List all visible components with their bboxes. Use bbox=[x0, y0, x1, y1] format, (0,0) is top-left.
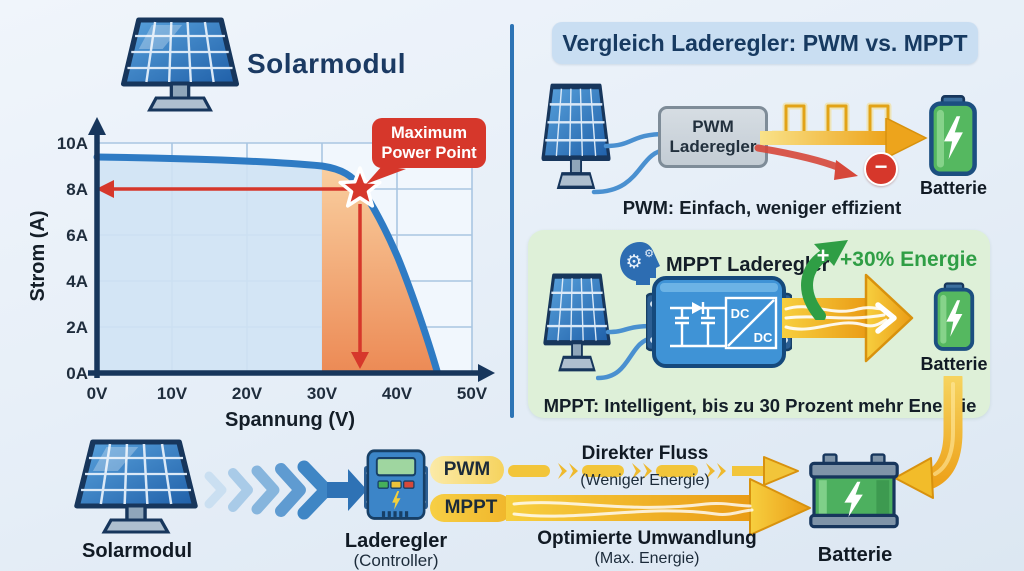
direct-flow-title: Direkter Fluss bbox=[581, 443, 709, 464]
y-tick-labels: 10A 8A 6A 4A 2A 0A bbox=[57, 134, 88, 383]
svg-text:30V: 30V bbox=[307, 384, 338, 403]
direct-flow-sub: (Weniger Energie) bbox=[580, 472, 710, 489]
pwm-tag-pill: PWM bbox=[430, 456, 504, 484]
svg-text:50V: 50V bbox=[457, 384, 488, 403]
svg-text:6A: 6A bbox=[66, 226, 88, 245]
mppt-tag-pill: MPPT bbox=[430, 494, 512, 522]
mppt-title: MPPT Laderegler bbox=[666, 254, 830, 276]
x-tick-labels: 0V 10V 20V 30V 40V 50V bbox=[87, 384, 488, 403]
pwm-pulse-wave-icon bbox=[772, 102, 902, 138]
blue-shaded-region bbox=[97, 157, 322, 373]
dc-label-bottom: DC bbox=[754, 330, 773, 345]
lightning-icon bbox=[946, 300, 963, 337]
mppt-band-flow-arrow bbox=[506, 478, 811, 536]
energy-flow-lines bbox=[784, 305, 888, 331]
led-green bbox=[377, 480, 389, 489]
gear-icon-small: ⚙ bbox=[644, 248, 654, 260]
optimized-flow-title: Optimierte Umwandlung bbox=[537, 528, 757, 549]
bottom-battery-icon bbox=[809, 453, 899, 529]
pwm-caption: PWM: Einfach, weniger effizient bbox=[622, 197, 902, 218]
gear-icon: ⚙ bbox=[625, 252, 642, 273]
smart-brain-icon: ⚙ ⚙ bbox=[620, 242, 660, 285]
mpp-callout: Maximum Power Point bbox=[366, 118, 486, 184]
pwm-loss-arrow bbox=[754, 144, 858, 180]
gain-arrow-icon: + bbox=[801, 240, 848, 320]
svg-text:10V: 10V bbox=[157, 384, 188, 403]
mppt-battery-icon bbox=[933, 282, 975, 351]
controller-label: Laderegler bbox=[344, 530, 448, 552]
iv-curve-chart: Maximum Power Point 10A 8A 6A 4A 2A 0A 0… bbox=[30, 117, 495, 431]
y-axis-arrowhead bbox=[88, 117, 106, 135]
svg-text:0A: 0A bbox=[66, 364, 88, 383]
mpp-vertical-arrow bbox=[351, 204, 369, 369]
minus-icon: − bbox=[864, 152, 898, 186]
lightning-icon bbox=[844, 481, 863, 517]
led-yellow bbox=[390, 480, 402, 489]
glare-highlight bbox=[138, 25, 183, 49]
bottom-solar-label: Solarmodul bbox=[81, 540, 192, 562]
pwm-battery-label: Batterie bbox=[919, 178, 988, 198]
optimized-flow-sub: (Max. Energie) bbox=[594, 550, 700, 567]
dc-dc-circuit bbox=[670, 296, 778, 350]
y-axis-label: Strom (A) bbox=[30, 210, 49, 301]
svg-text:4A: 4A bbox=[66, 272, 88, 291]
pwm-box-line2: Laderegler bbox=[669, 137, 757, 156]
led-red bbox=[403, 480, 415, 489]
gain-label: +30% Energie bbox=[840, 248, 978, 271]
vertical-divider bbox=[510, 24, 514, 418]
solar-panel-icon bbox=[120, 17, 240, 112]
plus-icon: + bbox=[817, 243, 830, 268]
panel-stand bbox=[169, 82, 191, 100]
comparison-header: Vergleich Laderegler: PWM vs. MPPT bbox=[552, 22, 978, 64]
mppt-caption: MPPT: Intelligent, bis zu 30 Prozent meh… bbox=[543, 395, 977, 416]
dc-label-top: DC bbox=[731, 306, 750, 321]
controller-sublabel: (Controller) bbox=[353, 551, 439, 570]
controller-screen bbox=[375, 456, 417, 477]
pwm-flow-arrow bbox=[760, 118, 928, 158]
page-title: Solarmodul bbox=[247, 48, 407, 79]
svg-text:40V: 40V bbox=[382, 384, 413, 403]
energy-ribbon-arrow bbox=[894, 376, 963, 499]
pwm-wires bbox=[591, 131, 668, 195]
mppt-battery-label: Batterie bbox=[920, 354, 988, 374]
pwm-dashed-flow-arrow bbox=[508, 456, 799, 486]
lightning-icon bbox=[392, 491, 401, 510]
controller-device-icon bbox=[364, 449, 428, 520]
bottom-solar-panel-icon bbox=[74, 439, 198, 534]
pwm-box-line1: PWM bbox=[692, 117, 734, 137]
lightning-icon bbox=[944, 116, 963, 160]
pwm-battery-icon bbox=[929, 95, 977, 177]
svg-text:10A: 10A bbox=[57, 134, 88, 153]
x-axis-label: Spannung (V) bbox=[225, 409, 355, 431]
svg-text:20V: 20V bbox=[232, 384, 263, 403]
flow-chevrons-icon bbox=[204, 460, 367, 520]
svg-text:8A: 8A bbox=[66, 180, 88, 199]
pwm-controller-box: PWM Laderegler bbox=[658, 106, 768, 168]
mppt-solar-panel-icon bbox=[543, 273, 611, 372]
mppt-controller-box: DC DC bbox=[646, 276, 792, 368]
mpp-label-line2: Power Point bbox=[381, 144, 477, 162]
mpp-horizontal-arrow bbox=[96, 180, 348, 198]
chart-axes bbox=[88, 132, 480, 378]
svg-text:0V: 0V bbox=[87, 384, 108, 403]
bottom-battery-label: Batterie bbox=[817, 544, 893, 566]
diode-icon bbox=[692, 302, 703, 314]
mpp-star-icon bbox=[338, 166, 382, 208]
mpp-label-line1: Maximum bbox=[391, 124, 467, 142]
orange-shaded-region bbox=[322, 166, 437, 373]
pwm-solar-panel-icon bbox=[541, 83, 611, 189]
svg-text:2A: 2A bbox=[66, 318, 88, 337]
x-axis-arrowhead bbox=[478, 364, 495, 382]
